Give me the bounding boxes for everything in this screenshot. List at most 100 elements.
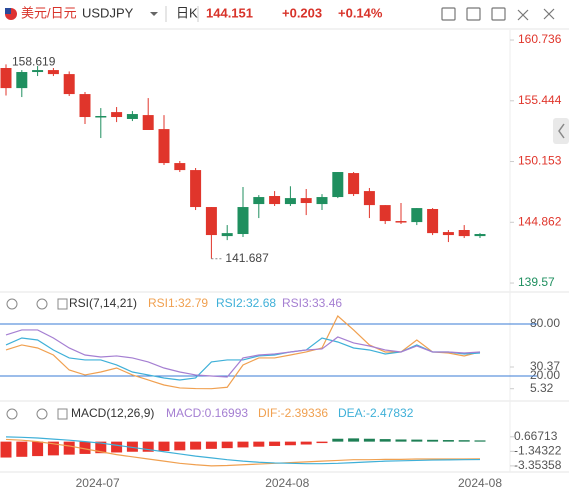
candle-body xyxy=(379,205,391,222)
histogram-bar xyxy=(126,441,138,452)
x-tick-label: 2024-08 xyxy=(458,476,502,490)
histogram-bar xyxy=(0,441,12,458)
candle-body xyxy=(126,114,138,119)
indicator-line xyxy=(5,329,481,378)
histogram-bar xyxy=(395,439,407,442)
legend-entry: DEA:-2.47832 xyxy=(338,406,414,420)
histogram-bar xyxy=(63,441,75,455)
collapse-button[interactable] xyxy=(553,118,569,144)
candle-body xyxy=(142,115,154,131)
candle-body xyxy=(16,72,28,89)
histogram-bar xyxy=(32,441,44,457)
histogram-bar xyxy=(95,441,107,454)
candle-body xyxy=(284,198,296,205)
candle-body xyxy=(442,232,454,236)
candle-body xyxy=(111,112,123,118)
candle-body xyxy=(458,230,470,237)
y-tick-label: 139.57 xyxy=(518,275,555,289)
histogram-bar xyxy=(190,441,202,450)
tool-indicator[interactable] xyxy=(441,7,456,21)
y-tick-label: 144.862 xyxy=(518,214,562,228)
legend-entry: DIF:-2.39336 xyxy=(258,406,328,420)
legend-entry: RSI2:32.68 xyxy=(216,296,276,310)
histogram-bar xyxy=(47,441,59,456)
rsi-panel-icons xyxy=(6,298,68,420)
candle-body xyxy=(221,233,233,237)
y-tick-label: 0.66713 xyxy=(514,429,558,443)
tool-fullscreen[interactable] xyxy=(517,9,529,21)
header-bar xyxy=(0,0,569,28)
candle-body xyxy=(174,163,186,171)
symbol[interactable]: USDJPY xyxy=(82,5,134,20)
tool-draw[interactable] xyxy=(491,7,506,21)
y-tick-label: 150.153 xyxy=(518,154,562,168)
candle-body xyxy=(474,234,486,237)
histogram-bar xyxy=(142,441,154,452)
histogram-bar xyxy=(379,439,391,442)
candle-body xyxy=(63,74,75,95)
histogram-bar xyxy=(458,440,470,442)
dropdown-arrow[interactable] xyxy=(150,12,158,16)
price: 144.151 xyxy=(206,5,253,20)
settings-icon[interactable] xyxy=(36,408,48,420)
hide-icon[interactable] xyxy=(6,408,18,420)
tool-settings[interactable] xyxy=(466,7,481,21)
legend-entry: RSI1:32.79 xyxy=(148,296,208,310)
histogram-bar xyxy=(427,439,439,442)
histogram-bar xyxy=(174,441,186,451)
indicator-line xyxy=(5,337,481,381)
candle-body xyxy=(332,172,344,198)
hide-icon[interactable] xyxy=(6,298,18,310)
candle-body xyxy=(411,208,423,223)
candle-body xyxy=(47,70,59,75)
x-tick-label: 2024-08 xyxy=(265,476,309,490)
candle-body xyxy=(395,221,407,223)
y-tick-label: 20.00 xyxy=(530,368,560,382)
max-annotation: 158.619 xyxy=(12,55,56,69)
candle-body xyxy=(95,115,107,118)
histogram-bar xyxy=(111,441,123,453)
histogram-bar xyxy=(269,441,281,446)
indicator-icon xyxy=(57,298,68,310)
histogram-bar xyxy=(158,441,170,452)
histogram-bar xyxy=(221,441,233,449)
candle-body xyxy=(0,68,12,89)
y-tick-label: 30.37 xyxy=(530,359,560,373)
candle-body xyxy=(348,173,360,195)
change-pct: +0.14% xyxy=(338,5,383,20)
y-tick-label: 155.444 xyxy=(518,93,562,107)
histogram-bar xyxy=(300,441,312,445)
candle-body xyxy=(205,207,217,236)
y-tick-label: -3.35358 xyxy=(514,458,562,472)
flag-icon-canton xyxy=(5,8,11,14)
candle-body xyxy=(253,197,265,205)
x-tick-label: 2024-07 xyxy=(76,476,120,490)
period[interactable]: 日K xyxy=(176,5,198,20)
indicator-line xyxy=(5,438,481,467)
histogram-bar xyxy=(284,441,296,446)
collapse-arrow xyxy=(558,123,565,139)
histogram-bar xyxy=(363,438,375,442)
macd-title: MACD(12,26,9) xyxy=(71,406,154,420)
y-tick-label: 80.00 xyxy=(530,316,560,330)
legend-entry: RSI3:33.46 xyxy=(282,296,342,310)
rsi-title: RSI(7,14,21) xyxy=(69,296,137,310)
legend-entry: MACD:0.16993 xyxy=(166,406,248,420)
histogram-bar xyxy=(205,441,217,449)
histogram-bar xyxy=(332,438,344,442)
histogram-bar xyxy=(348,438,360,442)
settings-icon[interactable] xyxy=(36,298,48,310)
candle-body xyxy=(427,208,439,234)
candle-body xyxy=(316,197,328,205)
candle-body xyxy=(158,129,170,164)
indicator-icon xyxy=(57,408,68,420)
pair-name[interactable]: 美元/日元 xyxy=(21,5,77,20)
candle-body xyxy=(300,198,312,204)
histogram-bar xyxy=(16,441,28,457)
candle-body xyxy=(32,70,44,73)
histogram-bar xyxy=(237,441,249,448)
tool-close[interactable] xyxy=(543,8,555,20)
histogram-bar xyxy=(474,440,486,442)
histogram-bar xyxy=(411,439,423,442)
